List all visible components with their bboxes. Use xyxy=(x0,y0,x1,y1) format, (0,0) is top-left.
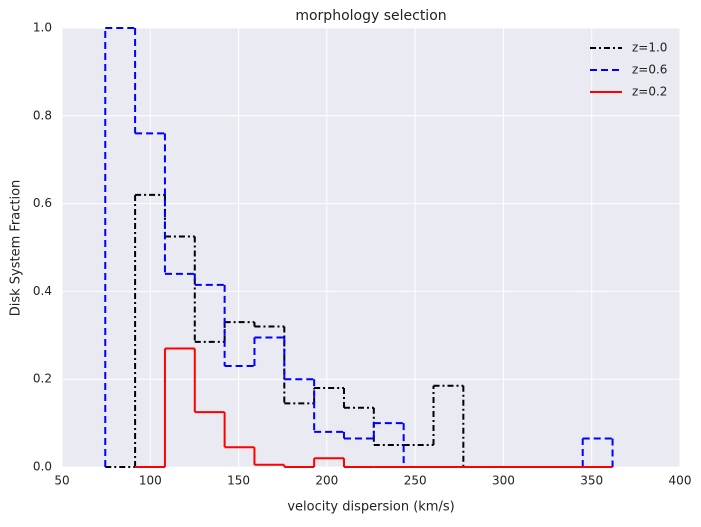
plot-area xyxy=(62,28,680,467)
chart-title: morphology selection xyxy=(295,8,446,24)
y-tick-label: 0.6 xyxy=(33,196,52,210)
legend-label: z=0.2 xyxy=(632,85,667,99)
y-tick-label: 0.0 xyxy=(33,460,52,474)
y-tick-label: 0.2 xyxy=(33,372,52,386)
x-tick-label: 250 xyxy=(404,474,427,488)
x-tick-label: 200 xyxy=(315,474,338,488)
x-axis-label: velocity dispersion (km/s) xyxy=(287,500,454,515)
y-tick-label: 0.4 xyxy=(33,284,52,298)
y-axis-label: Disk System Fraction xyxy=(9,180,24,317)
x-tick-label: 50 xyxy=(54,474,69,488)
x-tick-label: 300 xyxy=(492,474,515,488)
y-tick-label: 0.8 xyxy=(33,108,52,122)
x-tick-label: 100 xyxy=(139,474,162,488)
legend-label: z=0.6 xyxy=(632,63,667,77)
x-tick-label: 400 xyxy=(669,474,692,488)
x-tick-label: 350 xyxy=(580,474,603,488)
y-tick-label: 1.0 xyxy=(33,21,52,35)
legend-label: z=1.0 xyxy=(632,41,667,55)
x-tick-label: 150 xyxy=(227,474,250,488)
